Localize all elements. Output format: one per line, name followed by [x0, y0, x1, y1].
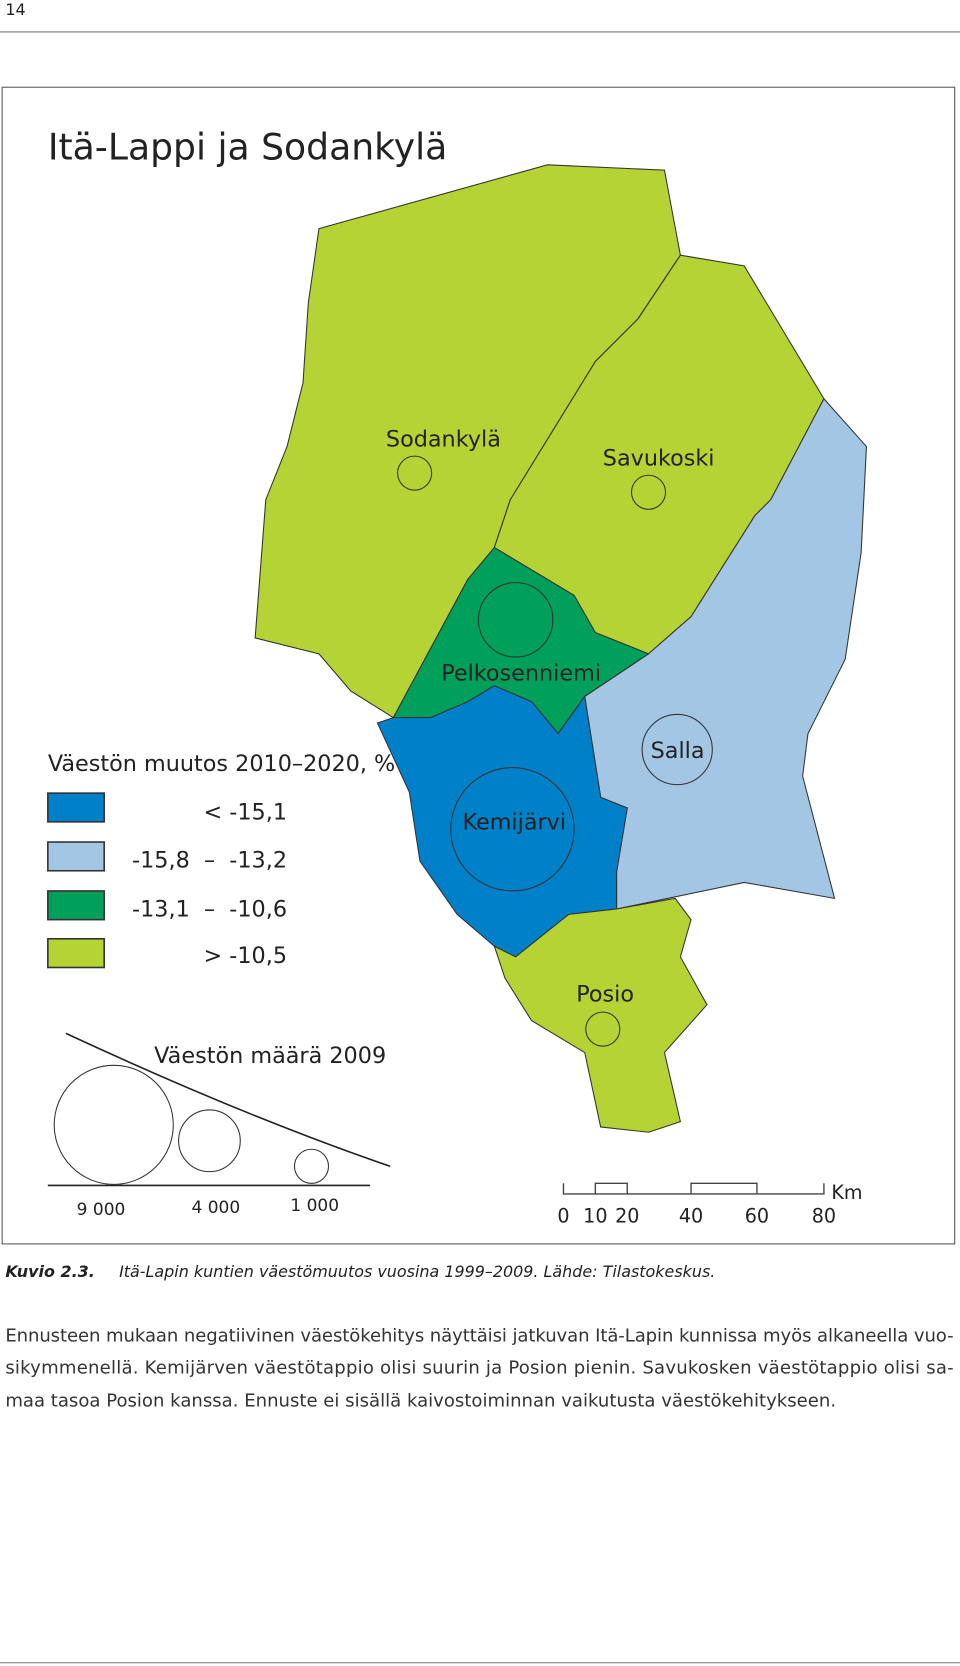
scale-label: 80 — [812, 1205, 836, 1228]
scale-ruler — [562, 1182, 825, 1195]
region-label: Savukoski — [603, 446, 715, 472]
region-label: Posio — [576, 982, 634, 1008]
scale-unit: Km — [831, 1181, 862, 1204]
legend: Väestön muutos 2010–2020, % < -15,1 -15,… — [47, 751, 395, 969]
map-title: Itä-Lappi ja Sodankylä — [48, 126, 447, 169]
region-label: Sodankylä — [386, 427, 501, 453]
legend-circle-label: 4 000 — [191, 1198, 240, 1218]
body-line: Ennusteen mukaan negatiivinen väestökehi… — [5, 1326, 953, 1347]
figure-frame — [1, 86, 956, 1245]
region-label: Salla — [651, 738, 705, 764]
body-line: sikymmenellä. Kemijärven väestötappio ol… — [5, 1358, 953, 1379]
legend-label: -13,1 – -10,6 — [132, 896, 287, 922]
legend-swatch — [47, 841, 105, 872]
region — [493, 897, 708, 1133]
legend-circle — [53, 1064, 174, 1185]
population-circle — [630, 474, 667, 510]
population-circle — [641, 713, 713, 786]
scale-label: 40 — [679, 1205, 703, 1228]
legend-label: < -15,1 — [204, 800, 288, 826]
population-circle — [450, 767, 575, 892]
region — [376, 685, 628, 958]
population-circle — [397, 455, 433, 491]
population-legend: Väestön määrä 2009 9 000 4 000 1 000 — [47, 1032, 391, 1220]
region-label: Kemijärvi — [462, 809, 566, 835]
body-line: maa tasoa Posion kanssa. Ennuste ei sisä… — [5, 1391, 836, 1412]
legend-label: > -10,5 — [204, 943, 288, 969]
caption-label: Kuvio 2.3. — [5, 1262, 94, 1281]
legend-circle — [178, 1109, 241, 1173]
scale-label: 0 — [557, 1205, 569, 1228]
legend-circle — [293, 1148, 330, 1184]
legend-circle-label: 1 000 — [290, 1196, 339, 1216]
legend-swatch — [47, 937, 105, 969]
scale-bar: 0 10 20 40 60 80 Km — [557, 1181, 862, 1227]
legend-swatch — [47, 792, 105, 823]
legend-label: -15,8 – -13,2 — [132, 848, 287, 874]
legend-curve — [65, 1032, 391, 1168]
region-label: Pelkosenniemi — [441, 660, 601, 686]
scale-label: 60 — [745, 1205, 769, 1228]
page-number: 14 — [5, 0, 25, 19]
population-legend-title: Väestön määrä 2009 — [154, 1043, 386, 1069]
scale-label: 10 — [583, 1205, 607, 1228]
population-circle — [477, 582, 554, 658]
map: Sodankylä Savukoski Pelkosenniemi Salla … — [254, 164, 867, 1133]
population-circle — [585, 1011, 621, 1047]
legend-title: Väestön muutos 2010–2020, % — [48, 751, 395, 777]
caption-text: Itä-Lapin kuntien väestömuutos vuosina 1… — [119, 1262, 715, 1281]
legend-swatch — [47, 890, 105, 921]
scale-label: 20 — [615, 1205, 639, 1228]
legend-circle-label: 9 000 — [77, 1200, 126, 1220]
